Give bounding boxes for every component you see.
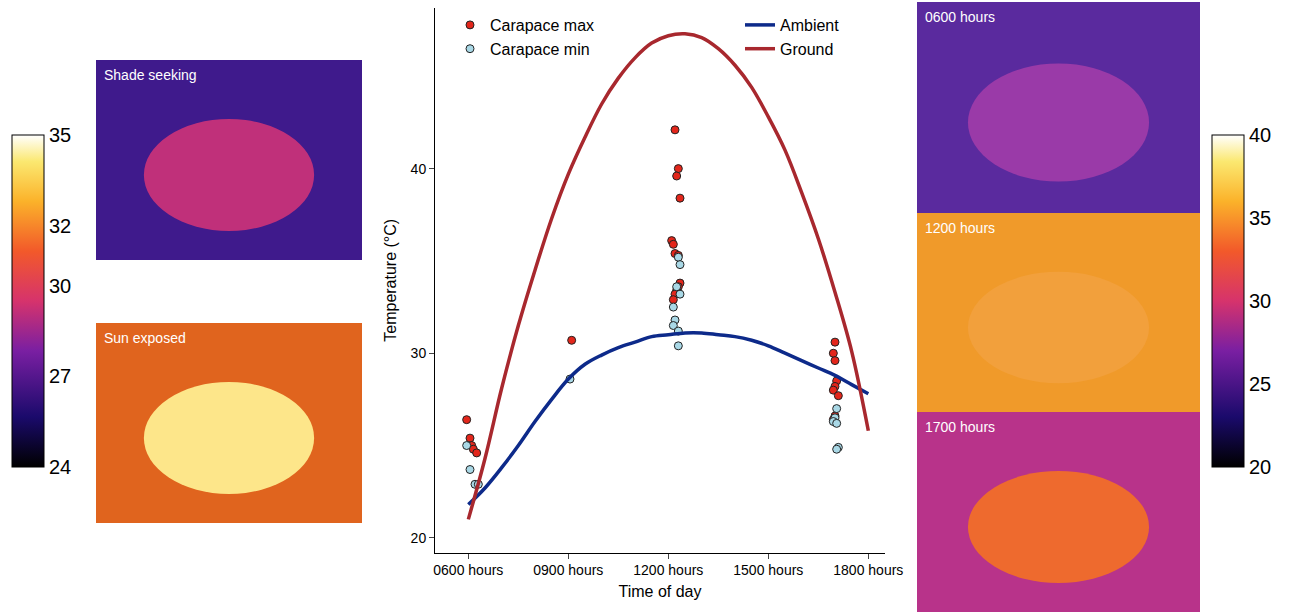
svg-text:40: 40 xyxy=(411,161,427,177)
svg-text:Shade seeking: Shade seeking xyxy=(104,67,197,83)
svg-text:Ground: Ground xyxy=(780,41,833,58)
svg-text:0600 hours: 0600 hours xyxy=(925,9,995,25)
svg-text:Time of day: Time of day xyxy=(619,583,702,600)
svg-text:20: 20 xyxy=(1249,456,1271,478)
svg-text:30: 30 xyxy=(1249,290,1271,312)
svg-text:0600 hours: 0600 hours xyxy=(433,562,503,578)
svg-text:30: 30 xyxy=(411,345,427,361)
svg-text:1500 hours: 1500 hours xyxy=(733,562,803,578)
svg-text:1200 hours: 1200 hours xyxy=(925,220,995,236)
svg-text:30: 30 xyxy=(49,275,71,297)
svg-text:Sun exposed: Sun exposed xyxy=(104,330,186,346)
svg-text:Carapace min: Carapace min xyxy=(490,41,590,58)
svg-text:35: 35 xyxy=(49,124,71,146)
svg-text:Temperature (°C): Temperature (°C) xyxy=(382,219,399,342)
svg-text:1200 hours: 1200 hours xyxy=(633,562,703,578)
svg-text:25: 25 xyxy=(1249,373,1271,395)
svg-text:24: 24 xyxy=(49,456,71,478)
svg-text:27: 27 xyxy=(49,365,71,387)
svg-text:1700 hours: 1700 hours xyxy=(925,419,995,435)
svg-text:Ambient: Ambient xyxy=(780,17,839,34)
svg-text:32: 32 xyxy=(49,215,71,237)
svg-text:Carapace max: Carapace max xyxy=(490,17,594,34)
svg-text:40: 40 xyxy=(1249,124,1271,146)
svg-text:35: 35 xyxy=(1249,207,1271,229)
svg-text:20: 20 xyxy=(411,530,427,546)
svg-text:0900 hours: 0900 hours xyxy=(533,562,603,578)
svg-text:1800 hours: 1800 hours xyxy=(833,562,903,578)
